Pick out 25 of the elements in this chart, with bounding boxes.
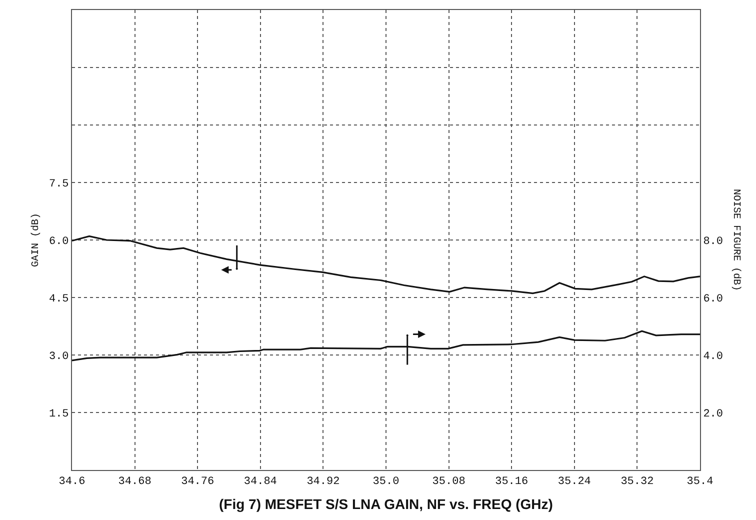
x-tick-label: 35.24 bbox=[558, 476, 592, 488]
x-tick-label: 35.4 bbox=[686, 476, 714, 488]
x-tick-label: 35.0 bbox=[372, 476, 400, 488]
y-tick-label: 1.5 bbox=[48, 408, 69, 420]
y-axis-title: GAIN (dB) bbox=[30, 212, 42, 268]
x-tick-label: 34.92 bbox=[306, 476, 340, 488]
x-tick-label: 35.08 bbox=[432, 476, 466, 488]
y-tick-label: 7.5 bbox=[48, 178, 69, 190]
text: (Fig 7) MESFET S/S LNA GAIN, NF vs. FREQ (GHz) bbox=[219, 496, 553, 512]
y2-tick-label: 8.0 bbox=[703, 236, 724, 248]
x-tick-label: 34.6 bbox=[58, 476, 86, 488]
y-tick-label: 3.0 bbox=[48, 350, 69, 363]
y-tick-label: 4.5 bbox=[48, 293, 69, 306]
y2-tick-label: 6.0 bbox=[703, 293, 724, 306]
y2-axis-title: NOISE FIGURE (dB) bbox=[730, 189, 742, 292]
x-tick-label: 35.16 bbox=[495, 476, 528, 488]
x-tick-label: 34.68 bbox=[118, 476, 152, 488]
x-tick-label: 34.76 bbox=[181, 476, 214, 488]
line-series bbox=[72, 235, 700, 294]
x-tick-label: 35.32 bbox=[620, 476, 654, 488]
line-series bbox=[72, 330, 700, 362]
y2-tick-label: 4.0 bbox=[703, 350, 724, 363]
y2-tick-label: 2.0 bbox=[703, 408, 724, 420]
x-tick-label: 34.84 bbox=[244, 476, 278, 488]
y-tick-label: 6.0 bbox=[48, 236, 69, 248]
